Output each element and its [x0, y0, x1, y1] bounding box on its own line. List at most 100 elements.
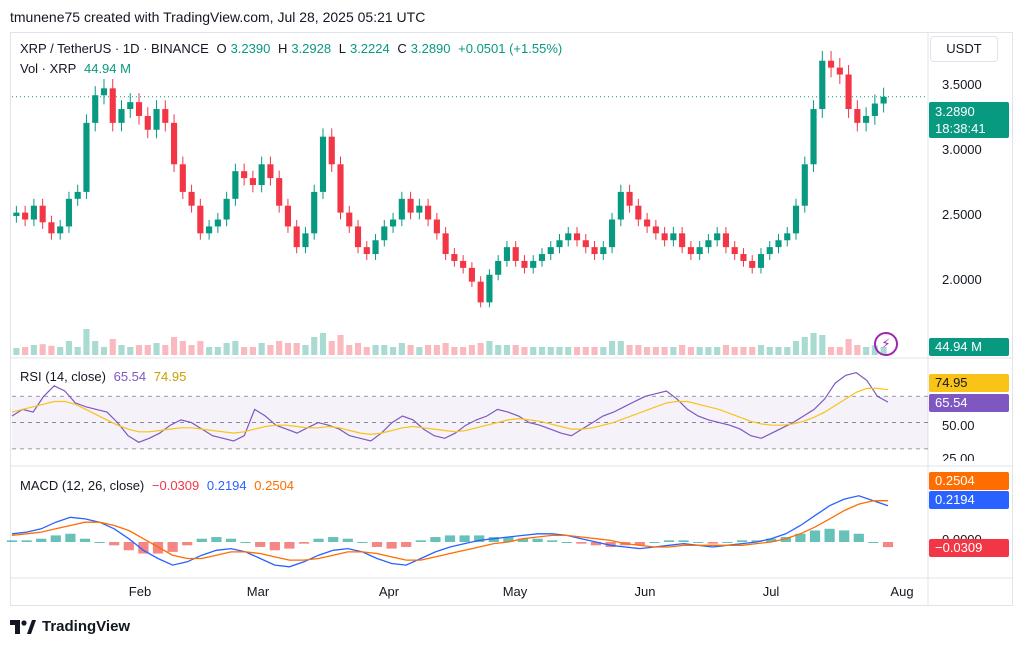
- candle-body: [687, 247, 694, 255]
- high-value: 3.2928: [291, 41, 332, 56]
- candle-body: [451, 254, 458, 261]
- candle-body: [731, 247, 738, 255]
- volume-legend: Vol · XRP 44.94 M: [20, 61, 135, 76]
- volume-bar: [346, 345, 353, 355]
- candle-body: [258, 164, 265, 185]
- candle-body: [267, 164, 274, 179]
- volume-bar: [530, 347, 537, 355]
- candle-body: [644, 219, 651, 227]
- macd-histogram-bar: [561, 542, 572, 543]
- volume-value: 44.94 M: [83, 61, 131, 76]
- price-tick: 3.0000: [942, 142, 982, 157]
- currency-button[interactable]: USDT: [930, 36, 998, 62]
- volume-bar: [363, 347, 370, 355]
- symbol-label[interactable]: XRP / TetherUS · 1D · BINANCE: [20, 41, 209, 56]
- macd-histogram-bar: [824, 528, 835, 542]
- volume-bar: [775, 347, 782, 355]
- lightning-icon[interactable]: ⚡: [874, 332, 898, 356]
- candle-body: [582, 240, 589, 248]
- volume-bar: [170, 337, 178, 355]
- volume-bar: [512, 345, 519, 355]
- date-tick: Aug: [890, 584, 914, 599]
- volume-label[interactable]: Vol · XRP: [20, 61, 77, 76]
- macd-histogram-bar: [357, 542, 368, 543]
- last-price-value: 3.2890: [935, 104, 975, 119]
- close-value: 3.2890: [410, 41, 451, 56]
- candle-body: [170, 122, 178, 165]
- macd-histogram-bar: [36, 538, 47, 542]
- macd-signal-line: [11, 500, 889, 561]
- candle-body: [722, 233, 730, 248]
- macd-histogram-bar: [474, 535, 485, 542]
- volume-bar: [617, 341, 624, 355]
- candle-body: [749, 260, 756, 268]
- candle-body: [249, 178, 256, 185]
- volume-bar: [302, 345, 309, 355]
- date-tick: Mar: [246, 584, 270, 599]
- volume-bar: [249, 347, 256, 355]
- macd-histogram-bar: [225, 538, 237, 542]
- rsi-tag: 65.54: [929, 394, 1009, 412]
- macd-histogram-bar: [678, 540, 689, 542]
- candle-body: [109, 88, 116, 123]
- candle-body: [214, 219, 221, 227]
- macd-tag: 0.2194: [929, 491, 1009, 509]
- volume-bar: [407, 345, 414, 355]
- candle-body: [425, 205, 432, 220]
- candle-body: [635, 205, 642, 220]
- volume-bar: [100, 347, 108, 355]
- candle-body: [652, 226, 659, 234]
- candlesticks: [13, 50, 887, 308]
- candle-body: [521, 260, 528, 268]
- candle-body: [766, 247, 773, 255]
- volume-bar: [460, 347, 467, 355]
- candle-body: [363, 247, 370, 255]
- macd-histogram-bar: [444, 535, 456, 542]
- candle-body: [503, 247, 511, 261]
- volume-bar: [57, 347, 64, 355]
- candle-body: [442, 233, 449, 255]
- tradingview-logo[interactable]: TradingView: [10, 618, 130, 635]
- candle-body: [792, 205, 800, 234]
- macd-histogram-bar: [211, 537, 222, 542]
- candle-body: [153, 109, 160, 130]
- candle-body: [57, 226, 64, 234]
- volume-bar: [153, 343, 160, 355]
- candle-body: [591, 247, 598, 255]
- candle-body: [626, 191, 633, 206]
- volume-bar: [39, 344, 46, 355]
- volume-bar: [801, 337, 808, 355]
- macd-histogram-bar: [371, 542, 383, 547]
- volume-bar: [109, 339, 116, 355]
- macd-label[interactable]: MACD (12, 26, close): [20, 478, 145, 493]
- candle-body: [827, 60, 835, 68]
- volume-bar: [766, 347, 773, 355]
- candle-body: [311, 191, 318, 234]
- macd-histogram-bar: [152, 542, 164, 554]
- candle-body: [162, 109, 169, 123]
- volume-bar: [600, 347, 607, 355]
- macd-histogram-bar: [766, 538, 777, 542]
- macd-histogram-bar: [430, 537, 441, 542]
- volume-bar: [381, 345, 388, 355]
- macd-histogram-bar: [547, 540, 558, 542]
- rsi-label[interactable]: RSI (14, close): [20, 369, 106, 384]
- candle-body: [381, 226, 388, 241]
- candle-body: [854, 109, 861, 123]
- volume-bar: [276, 341, 283, 355]
- volume-bar: [670, 347, 677, 355]
- volume-bar: [740, 347, 747, 355]
- rsi-tick: 25.00: [942, 451, 975, 461]
- candle-body: [416, 205, 423, 213]
- volume-bar: [845, 339, 852, 355]
- volume-bar: [241, 347, 248, 355]
- candle-body: [871, 103, 878, 116]
- candle-body: [670, 233, 677, 241]
- candle-body: [65, 198, 73, 227]
- candle-body: [836, 67, 843, 75]
- volume-bar: [608, 341, 616, 355]
- volume-bar: [521, 347, 528, 355]
- candle-body: [13, 212, 20, 217]
- candle-body: [284, 205, 292, 227]
